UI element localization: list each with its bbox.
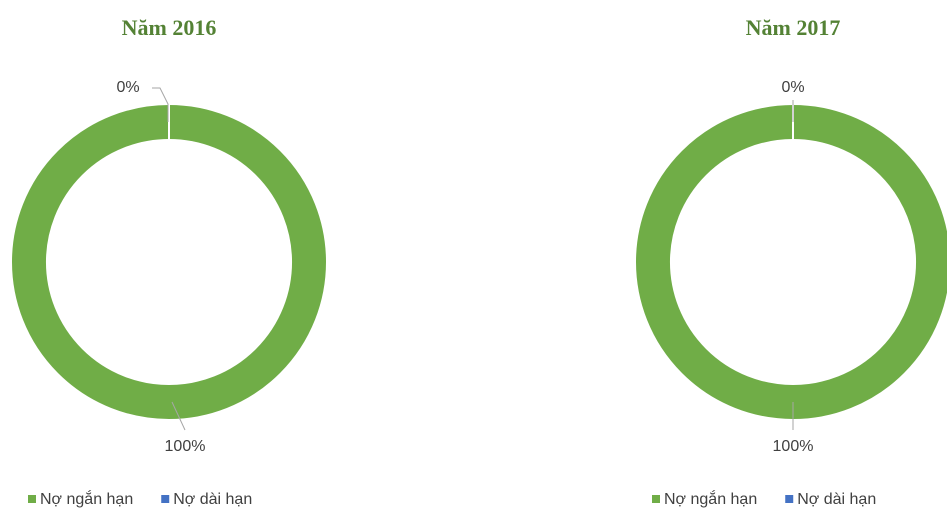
legend-label: Nợ ngắn hạn	[664, 489, 757, 508]
legend-swatch	[161, 495, 170, 503]
legend-swatch	[785, 495, 794, 503]
leader-line	[171, 401, 186, 431]
chart-title: Năm 2017	[746, 15, 841, 40]
donut-segment	[10, 102, 328, 422]
legend-swatch	[652, 495, 660, 503]
chart-title: Năm 2016	[122, 15, 217, 40]
leader-line	[152, 87, 169, 122]
data-label: 100%	[773, 438, 814, 455]
data-label: 0%	[781, 79, 804, 96]
legend-label: Nợ dài hạn	[173, 491, 252, 508]
legend-swatch	[28, 495, 36, 503]
donut-segment	[634, 102, 947, 422]
legend-label: Nợ dài hạn	[797, 491, 876, 508]
data-label: 100%	[165, 438, 206, 455]
legend-label: Nợ ngắn hạn	[40, 489, 133, 508]
data-label: 0%	[116, 79, 139, 96]
